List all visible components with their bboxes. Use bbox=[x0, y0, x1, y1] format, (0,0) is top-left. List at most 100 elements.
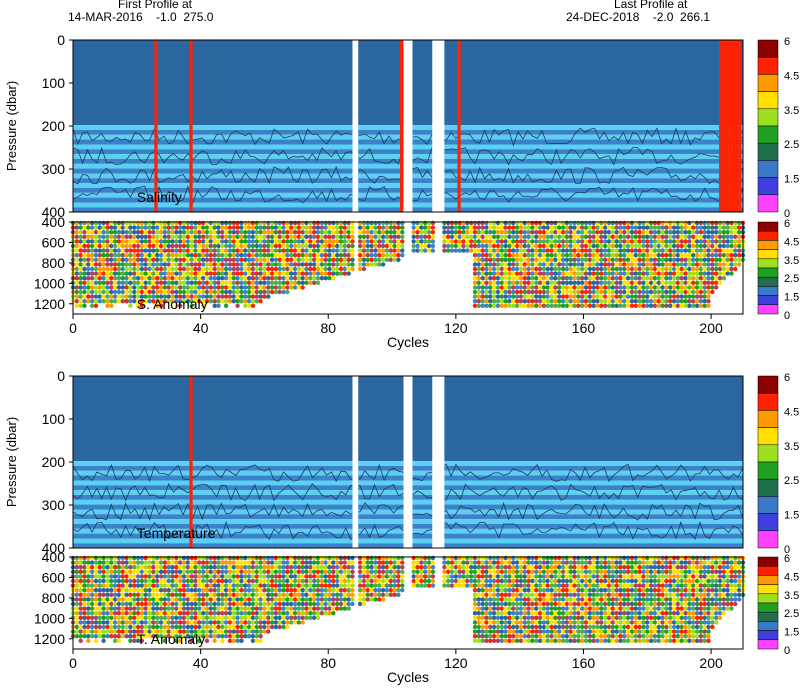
anomaly-point bbox=[116, 280, 122, 285]
anomaly-point bbox=[308, 583, 313, 588]
anomaly-point bbox=[181, 253, 187, 258]
anomaly-point bbox=[143, 253, 148, 258]
anomaly-point bbox=[220, 299, 225, 304]
anomaly-point bbox=[491, 638, 497, 643]
anomaly-point bbox=[235, 299, 240, 304]
anomaly-point bbox=[151, 611, 156, 616]
anomaly-point bbox=[327, 560, 332, 565]
anomaly-point bbox=[254, 239, 259, 244]
anomaly-point bbox=[503, 234, 508, 239]
anomaly-point bbox=[109, 615, 114, 620]
anomaly-point bbox=[289, 266, 294, 272]
anomaly-point bbox=[702, 285, 707, 290]
anomaly-point bbox=[254, 638, 259, 643]
anomaly-point bbox=[710, 257, 715, 262]
anomaly-point bbox=[216, 220, 221, 226]
anomaly-point bbox=[660, 230, 665, 235]
anomaly-point bbox=[476, 634, 481, 639]
anomaly-point bbox=[220, 234, 225, 239]
anomaly-point bbox=[580, 588, 585, 593]
anomaly-point bbox=[147, 620, 152, 625]
x-tick-label: 40 bbox=[193, 320, 209, 336]
anomaly-point bbox=[357, 220, 363, 226]
anomaly-point bbox=[514, 620, 520, 625]
anomaly-point bbox=[97, 565, 103, 570]
anomaly-point bbox=[499, 234, 504, 239]
anomaly-point bbox=[338, 262, 344, 267]
anomaly-point bbox=[139, 569, 145, 574]
anomaly-point bbox=[580, 243, 585, 249]
anomaly-point bbox=[491, 266, 497, 272]
anomaly-point bbox=[231, 243, 236, 249]
anomaly-point bbox=[178, 588, 183, 593]
anomaly-point bbox=[178, 565, 183, 570]
anomaly-point bbox=[112, 624, 118, 630]
anomaly-point bbox=[235, 611, 240, 616]
anomaly-point bbox=[633, 294, 638, 299]
anomaly-point bbox=[549, 239, 554, 244]
anomaly-point bbox=[583, 606, 589, 611]
anomaly-point bbox=[197, 583, 202, 588]
anomaly-point bbox=[124, 565, 129, 570]
anomaly-point bbox=[637, 234, 642, 239]
anomaly-point bbox=[243, 629, 248, 634]
anomaly-point bbox=[576, 601, 581, 607]
anomaly-point bbox=[537, 220, 543, 226]
anomaly-point bbox=[292, 555, 298, 561]
anomaly-point bbox=[648, 303, 654, 308]
anomaly-point bbox=[488, 569, 493, 574]
anomaly-point bbox=[549, 230, 554, 235]
anomaly-point bbox=[511, 239, 516, 244]
anomaly-point bbox=[223, 624, 229, 630]
anomaly-point bbox=[545, 578, 550, 584]
anomaly-point bbox=[201, 624, 206, 630]
anomaly-point bbox=[530, 583, 535, 588]
anomaly-point bbox=[174, 638, 179, 643]
anomaly-point bbox=[679, 285, 684, 290]
anomaly-point bbox=[668, 262, 673, 267]
anomaly-point bbox=[549, 592, 554, 597]
anomaly-point bbox=[128, 248, 133, 253]
anomaly-point bbox=[319, 239, 325, 244]
anomaly-point bbox=[315, 243, 321, 249]
anomaly-point bbox=[553, 597, 558, 602]
panel-label: Salinity bbox=[137, 189, 182, 205]
anomaly-point bbox=[139, 299, 145, 304]
anomaly-point bbox=[469, 578, 474, 584]
anomaly-point bbox=[308, 615, 313, 620]
anomaly-point bbox=[499, 248, 504, 253]
anomaly-point bbox=[189, 239, 194, 244]
anomaly-point bbox=[124, 280, 129, 285]
anomaly-point bbox=[258, 285, 263, 290]
anomaly-point bbox=[216, 239, 221, 244]
anomaly-point bbox=[86, 253, 91, 258]
anomaly-point bbox=[254, 285, 259, 290]
anomaly-point bbox=[285, 555, 290, 561]
anomaly-point bbox=[610, 294, 615, 299]
anomaly-point bbox=[549, 303, 554, 308]
anomaly-point bbox=[629, 303, 635, 308]
anomaly-point bbox=[147, 230, 152, 235]
anomaly-point bbox=[201, 220, 206, 226]
anomaly-point bbox=[423, 583, 428, 588]
anomaly-point bbox=[338, 266, 344, 272]
anomaly-point bbox=[683, 230, 688, 235]
anomaly-point bbox=[262, 588, 267, 593]
anomaly-point bbox=[243, 262, 248, 267]
anomaly-point bbox=[147, 243, 152, 249]
anomaly-point bbox=[277, 583, 282, 588]
anomaly-point bbox=[86, 225, 91, 230]
anomaly-point bbox=[526, 289, 531, 295]
anomaly-point bbox=[189, 285, 194, 290]
anomaly-point bbox=[82, 583, 87, 588]
anomaly-point bbox=[74, 620, 80, 625]
anomaly-point bbox=[350, 560, 355, 565]
anomaly-point bbox=[530, 220, 535, 226]
anomaly-point bbox=[675, 248, 681, 253]
anomaly-point bbox=[545, 583, 550, 588]
anomaly-point bbox=[392, 555, 397, 561]
anomaly-point bbox=[201, 578, 206, 584]
anomaly-point bbox=[350, 248, 355, 253]
temperature-colorbar-swatch bbox=[757, 513, 779, 532]
anomaly-point bbox=[170, 601, 175, 607]
